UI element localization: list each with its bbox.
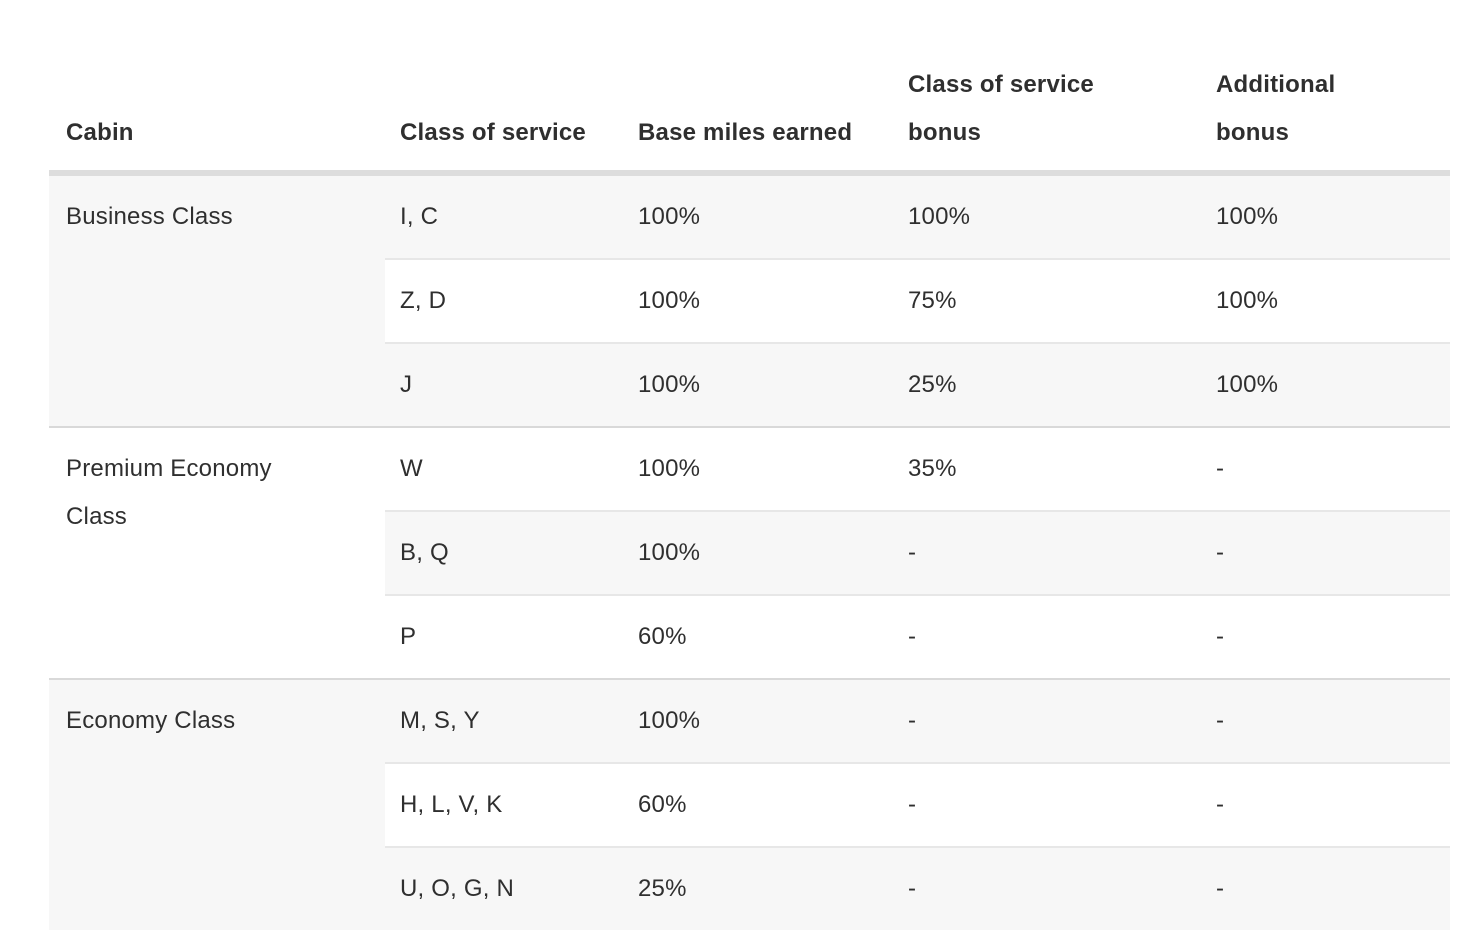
cell-service-bonus: 75%: [893, 258, 1201, 343]
cell-base-miles: 100%: [623, 173, 893, 259]
cell-class-of-service: W: [385, 426, 623, 511]
header-row: Cabin Class of service Base miles earned…: [49, 0, 1450, 176]
cabin-label: Economy Class: [66, 707, 236, 734]
cell-cabin: Premium Economy Class: [49, 426, 385, 679]
cell-class-of-service: I, C: [385, 173, 623, 259]
table-row: Premium Economy Class W 100% 35% -: [49, 426, 1450, 679]
cell-additional-bonus: -: [1201, 678, 1450, 763]
cell-base-miles: 100%: [623, 342, 893, 427]
cell-base-miles: 60%: [623, 762, 893, 847]
cell-base-miles: 100%: [623, 678, 893, 763]
cell-base-miles: 60%: [623, 594, 893, 679]
cell-additional-bonus: -: [1201, 846, 1450, 930]
cell-additional-bonus: -: [1201, 510, 1450, 595]
table-body: Business Class I, C 100% 100% 100% Z, D …: [49, 173, 1450, 930]
col-header-class-of-service-bonus-label: Class of service bonus: [908, 71, 1094, 146]
cell-class-of-service: H, L, V, K: [385, 762, 623, 847]
cell-base-miles: 25%: [623, 846, 893, 930]
cell-base-miles: 100%: [623, 426, 893, 511]
cell-additional-bonus: -: [1201, 426, 1450, 511]
col-header-cabin: Cabin: [49, 0, 385, 176]
cell-additional-bonus: -: [1201, 762, 1450, 847]
cell-additional-bonus: -: [1201, 594, 1450, 679]
cell-base-miles: 100%: [623, 510, 893, 595]
cabin-label: Premium Economy Class: [66, 455, 272, 530]
cell-class-of-service: B, Q: [385, 510, 623, 595]
cell-base-miles: 100%: [623, 258, 893, 343]
cell-class-of-service: Z, D: [385, 258, 623, 343]
cell-class-of-service: M, S, Y: [385, 678, 623, 763]
cell-service-bonus: -: [893, 846, 1201, 930]
table-row: P 60% - -: [49, 594, 1450, 679]
table-row: J 100% 25% 100%: [49, 342, 1450, 427]
cabin-label: Business Class: [66, 203, 233, 230]
cell-cabin: Business Class: [49, 173, 385, 427]
table-row: B, Q 100% - -: [49, 510, 1450, 595]
cell-class-of-service: P: [385, 594, 623, 679]
cell-service-bonus: -: [893, 678, 1201, 763]
cell-service-bonus: -: [893, 762, 1201, 847]
cell-additional-bonus: 100%: [1201, 258, 1450, 343]
table-row: Economy Class M, S, Y 100% - -: [49, 678, 1450, 930]
cell-cabin: Economy Class: [49, 678, 385, 930]
table-header: Cabin Class of service Base miles earned…: [49, 0, 1450, 176]
cell-service-bonus: -: [893, 594, 1201, 679]
cell-class-of-service: U, O, G, N: [385, 846, 623, 930]
cell-service-bonus: 25%: [893, 342, 1201, 427]
cell-additional-bonus: 100%: [1201, 342, 1450, 427]
table-row: U, O, G, N 25% - -: [49, 846, 1450, 930]
col-header-additional-bonus-label: Additional bonus: [1216, 71, 1336, 146]
col-header-additional-bonus: Additional bonus: [1201, 0, 1450, 176]
cell-additional-bonus: 100%: [1201, 173, 1450, 259]
cell-class-of-service: J: [385, 342, 623, 427]
table-row: Business Class I, C 100% 100% 100%: [49, 173, 1450, 427]
cell-service-bonus: -: [893, 510, 1201, 595]
col-header-class-of-service-bonus: Class of service bonus: [893, 0, 1201, 176]
col-header-class-of-service: Class of service: [385, 0, 623, 176]
cell-service-bonus: 35%: [893, 426, 1201, 511]
fare-class-earnings-table: Cabin Class of service Base miles earned…: [49, 0, 1450, 930]
table-row: Z, D 100% 75% 100%: [49, 258, 1450, 343]
cell-service-bonus: 100%: [893, 173, 1201, 259]
col-header-base-miles-earned: Base miles earned: [623, 0, 893, 176]
table-row: H, L, V, K 60% - -: [49, 762, 1450, 847]
